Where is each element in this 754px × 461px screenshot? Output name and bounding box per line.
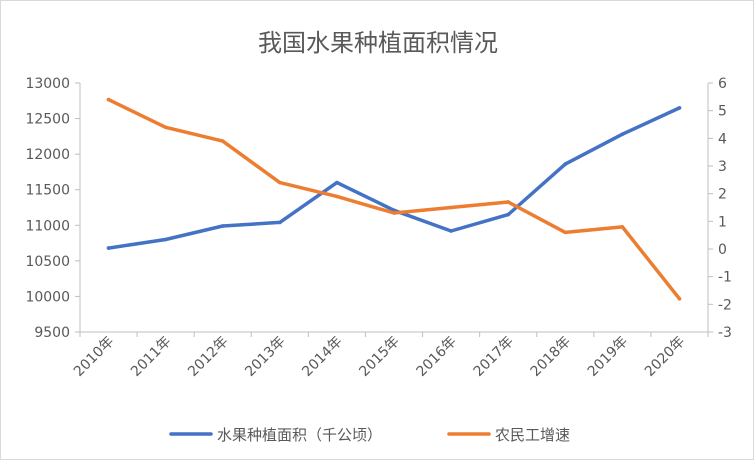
x-tick-label: 2016年 — [414, 334, 460, 380]
y-right-tick-label: 1 — [718, 214, 727, 230]
series-1-point — [563, 162, 568, 166]
y-right-tick-label: 4 — [718, 131, 727, 147]
y-left-tick-label: 9500 — [34, 325, 70, 341]
x-tick-label: 2012年 — [185, 334, 231, 380]
chart-title: 我国水果种植面积情况 — [258, 29, 498, 57]
y-right-tick-label: -2 — [718, 297, 732, 313]
series-2-point — [563, 230, 568, 235]
series-2-point — [620, 225, 625, 229]
y-left-tick-label: 12500 — [25, 112, 70, 128]
series-1-point — [220, 224, 225, 228]
series-1-point — [106, 246, 111, 250]
y-left-tick-label: 12000 — [25, 147, 70, 163]
series-2-point — [220, 139, 225, 143]
series-1-point — [449, 229, 453, 233]
x-tick-label: 2010年 — [71, 334, 117, 380]
x-tick-label: 2019年 — [585, 334, 631, 380]
y-right-tick-label: 2 — [718, 187, 727, 203]
y-right-tick-label: -1 — [718, 270, 732, 286]
x-tick-label: 2014年 — [299, 334, 345, 380]
legend-label-1: 水果种植面积（千公顷） — [217, 426, 382, 444]
series-1-point — [677, 106, 682, 110]
x-tick-label: 2011年 — [128, 334, 174, 380]
x-tick-label: 2015年 — [356, 334, 402, 380]
y-right-tick-label: -3 — [718, 325, 732, 341]
series-line-2 — [106, 97, 682, 301]
series-1-point — [506, 212, 510, 217]
y-right-tick-label: 0 — [718, 242, 727, 258]
y-right-tick-label: 5 — [718, 104, 727, 120]
series-2-point — [392, 211, 396, 215]
y-left-tick-label: 11500 — [25, 183, 70, 199]
y-left-tick-label: 10500 — [25, 254, 70, 270]
series-2-point — [278, 180, 282, 185]
x-tick-label: 2017年 — [471, 334, 517, 380]
x-tick-label: 2013年 — [242, 334, 288, 380]
series-2-point — [106, 97, 111, 102]
series-2-point — [335, 194, 339, 199]
legend-label-2: 农民工增速 — [495, 426, 570, 444]
series-1-point — [163, 237, 168, 242]
series-1-point — [335, 180, 339, 185]
series-1-point — [620, 132, 625, 137]
y-right-tick-label: 3 — [718, 159, 727, 175]
series-2-point — [163, 125, 168, 130]
y-left-tick-label: 11000 — [25, 218, 70, 234]
x-tick-label: 2018年 — [528, 334, 574, 380]
x-tick-label: 2020年 — [642, 334, 688, 380]
y-left-tick-label: 10000 — [25, 289, 70, 305]
series-1-point — [278, 220, 282, 225]
series-2-point — [677, 297, 682, 301]
y-left-tick-label: 13000 — [25, 76, 70, 92]
y-right-tick-label: 6 — [718, 76, 727, 92]
series-2-point — [506, 200, 510, 204]
series-line-1 — [106, 106, 682, 250]
series-2-point — [449, 205, 453, 210]
